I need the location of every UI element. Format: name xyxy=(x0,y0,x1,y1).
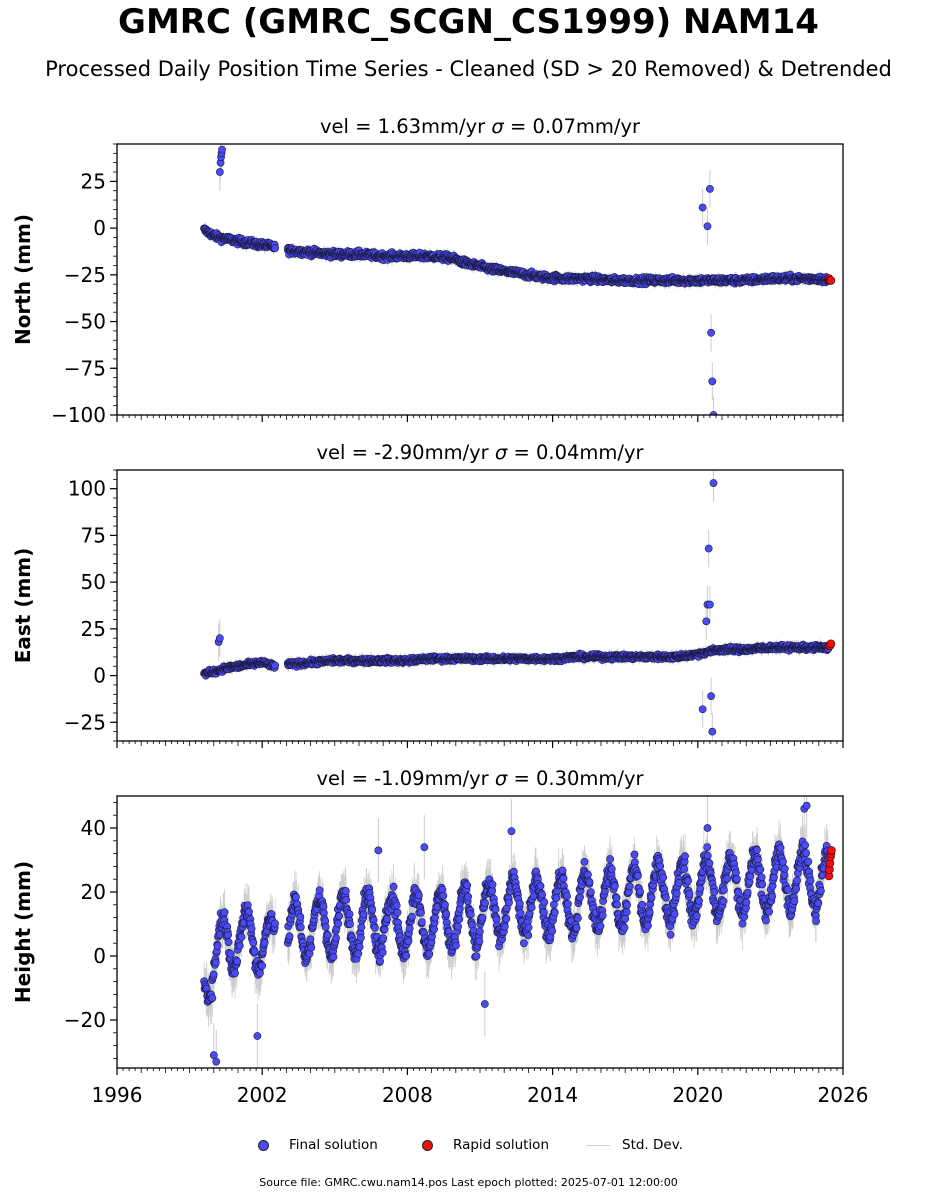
vel-text: vel = -2.90mm/yr xyxy=(316,441,494,464)
std-dev-bars xyxy=(203,470,829,741)
rapid-solution-points xyxy=(824,274,836,285)
final-solution-points xyxy=(200,479,833,736)
y-tick-label: 0 xyxy=(93,216,106,240)
vel-text: vel = 1.63mm/yr xyxy=(320,115,491,138)
final-solution-points xyxy=(200,145,833,415)
page-title: GMRC (GMRC_SCGN_CS1999) NAM14 xyxy=(118,2,819,42)
final-outlier-point xyxy=(703,222,712,231)
data-layer xyxy=(200,470,836,741)
sigma-symbol: σ xyxy=(491,115,504,138)
panel-1: vel = 1.63mm/yr σ = 0.07mm/yr 25 0 −25 −50 −7… xyxy=(11,115,844,427)
final-outlier-point xyxy=(218,145,226,154)
chart-panels: vel = 1.63mm/yr σ = 0.07mm/yr 25 0 −25 −50 −7… xyxy=(11,115,868,1107)
rapid-point xyxy=(826,276,836,285)
y-tick-label: −25 xyxy=(64,263,106,287)
y-tick-label: −50 xyxy=(64,310,106,334)
y-tick-label: −100 xyxy=(51,403,106,427)
panel-title: vel = 1.63mm/yr σ = 0.07mm/yr xyxy=(320,115,641,138)
final-outlier-point xyxy=(707,328,716,337)
y-tick-label: 25 xyxy=(81,169,106,193)
sigma-text: = 0.07mm/yr xyxy=(504,115,641,138)
final-outlier-point xyxy=(215,168,224,176)
y-tick-label: −75 xyxy=(64,356,106,380)
panel-title: vel = -2.90mm/yr σ = 0.04mm/yr xyxy=(316,441,644,464)
final-outlier-point xyxy=(706,184,714,193)
final-point xyxy=(271,661,279,670)
page-subtitle: Processed Daily Position Time Series - C… xyxy=(45,57,892,81)
y-axis-label: North (mm) xyxy=(11,214,35,345)
final-outlier-point xyxy=(708,377,717,386)
final-point xyxy=(271,244,279,253)
final-outlier-point xyxy=(698,203,707,212)
data-layer xyxy=(200,144,836,415)
panel-2: vel = -2.90mm/yr σ = 0.04mm/yr1007550250… xyxy=(11,441,844,748)
sigma-text: = 0.04mm/yr xyxy=(507,441,644,464)
sigma-symbol: σ xyxy=(495,441,508,464)
